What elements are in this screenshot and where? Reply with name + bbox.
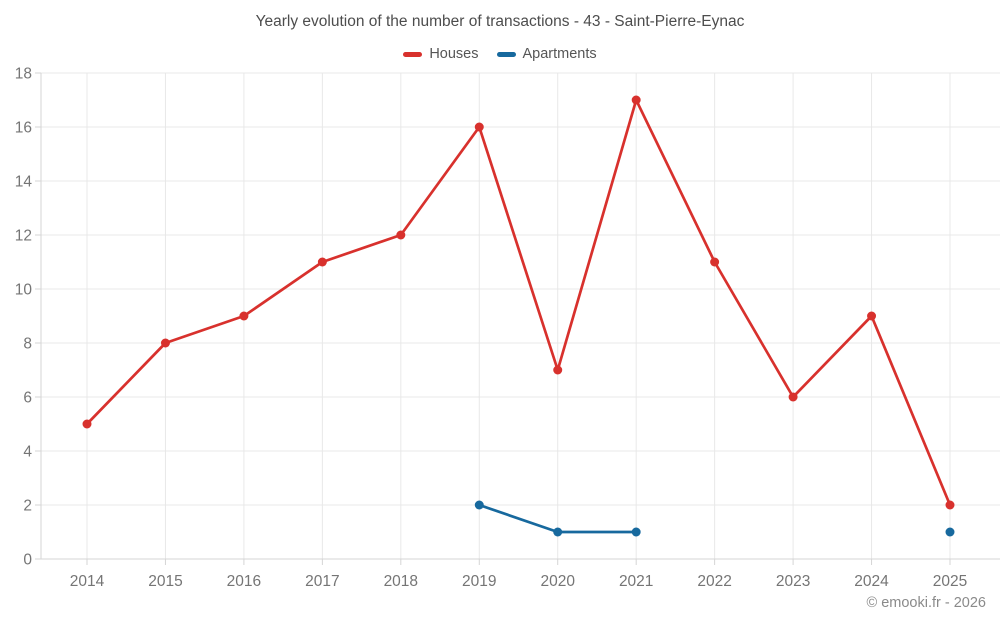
series-line-houses — [85, 98, 952, 507]
x-tick-label: 2021 — [619, 573, 653, 590]
y-tick-label: 2 — [23, 498, 32, 515]
y-tick-label: 8 — [23, 336, 32, 353]
legend-item-apartments[interactable]: Apartments — [496, 46, 597, 62]
data-point-apartments-2019[interactable] — [474, 500, 484, 510]
data-point-apartments-2025[interactable] — [945, 527, 955, 537]
chart-legend: Houses Apartments — [0, 46, 1000, 62]
data-point-houses-2022[interactable] — [710, 257, 720, 267]
data-point-houses-2014[interactable] — [82, 419, 92, 429]
y-tick-label: 0 — [23, 552, 32, 569]
data-point-houses-2024[interactable] — [867, 311, 877, 321]
x-tick-label: 2023 — [776, 573, 810, 590]
data-point-apartments-2021[interactable] — [631, 527, 641, 537]
data-point-houses-2020[interactable] — [553, 365, 563, 375]
legend-label-houses: Houses — [429, 46, 479, 62]
y-tick-label: 12 — [15, 228, 32, 245]
data-point-houses-2021[interactable] — [631, 95, 641, 105]
y-tick-label: 16 — [15, 120, 32, 137]
x-tick-label: 2015 — [148, 573, 182, 590]
y-tick-label: 14 — [15, 174, 33, 191]
legend-label-apartments: Apartments — [522, 46, 597, 62]
y-tick-label: 18 — [15, 66, 32, 83]
x-tick-label: 2019 — [462, 573, 496, 590]
chart-title: Yearly evolution of the number of transa… — [255, 13, 745, 30]
legend-item-houses[interactable]: Houses — [403, 46, 479, 62]
x-tick-label: 2018 — [384, 573, 418, 590]
x-tick-label: 2024 — [854, 573, 889, 590]
x-tick-label: 2022 — [697, 573, 731, 590]
data-point-houses-2019[interactable] — [474, 122, 484, 132]
data-point-houses-2015[interactable] — [160, 338, 170, 348]
x-tick-label: 2020 — [540, 573, 575, 590]
data-point-houses-2025[interactable] — [945, 500, 955, 510]
x-tick-label: 2017 — [305, 573, 339, 590]
x-tick-label: 2014 — [70, 573, 105, 590]
legend-swatch-houses — [403, 51, 423, 57]
x-tick-label: 2025 — [933, 573, 967, 590]
data-point-houses-2023[interactable] — [788, 392, 798, 402]
x-tick-label: 2016 — [227, 573, 261, 590]
data-point-apartments-2020[interactable] — [553, 527, 563, 537]
y-tick-label: 6 — [23, 390, 32, 407]
y-tick-label: 4 — [23, 444, 32, 461]
y-tick-label: 10 — [15, 282, 33, 299]
data-point-houses-2016[interactable] — [239, 311, 249, 321]
data-point-houses-2018[interactable] — [396, 230, 406, 240]
copyright-text: © emooki.fr - 2026 — [866, 595, 986, 611]
data-point-houses-2017[interactable] — [317, 257, 327, 267]
legend-swatch-apartments — [496, 51, 516, 57]
